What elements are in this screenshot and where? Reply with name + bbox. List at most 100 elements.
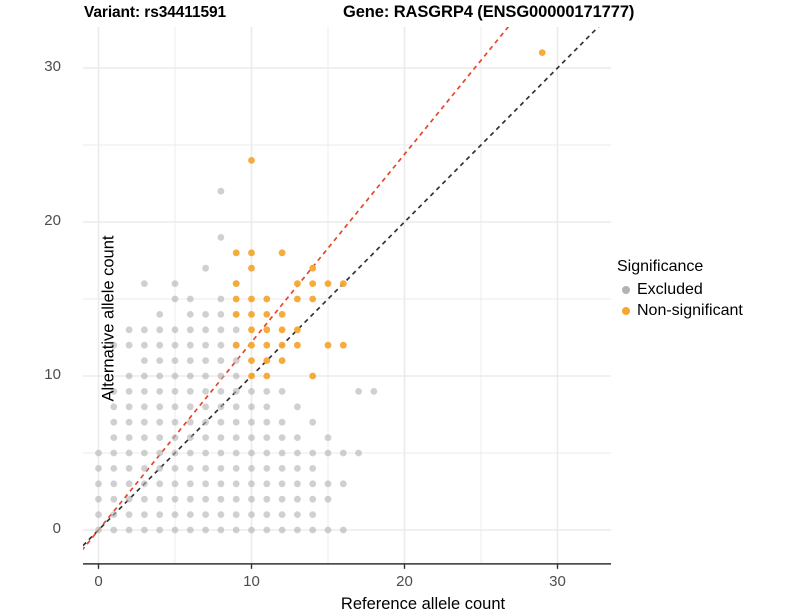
legend-item[interactable]: Non-significant — [617, 300, 797, 321]
data-points — [95, 49, 546, 534]
data-point — [171, 511, 179, 518]
data-point — [339, 526, 347, 534]
data-point — [125, 418, 133, 426]
data-point — [125, 526, 133, 534]
data-point — [202, 357, 209, 364]
data-point — [156, 372, 164, 380]
data-point — [156, 357, 164, 364]
data-point — [248, 480, 255, 488]
data-point — [217, 311, 225, 318]
series-excluded — [95, 187, 378, 534]
data-point — [248, 434, 255, 441]
data-point — [232, 480, 240, 488]
data-point — [156, 311, 164, 318]
data-point — [278, 495, 286, 503]
data-point — [156, 449, 164, 457]
data-point — [232, 372, 240, 380]
data-point — [125, 511, 133, 518]
data-point — [309, 418, 317, 426]
data-point — [171, 326, 179, 334]
data-point — [171, 495, 179, 503]
data-point — [217, 511, 225, 518]
data-point — [110, 465, 118, 472]
axis-ticks — [97, 563, 559, 569]
data-point — [186, 311, 194, 318]
data-point — [339, 280, 347, 287]
data-point — [125, 372, 133, 380]
data-point — [125, 434, 133, 441]
data-point — [186, 357, 194, 364]
data-point — [309, 372, 317, 380]
data-point — [141, 495, 148, 503]
x-axis-title: Reference allele count — [340, 595, 506, 613]
data-point — [309, 480, 317, 488]
data-point — [186, 465, 194, 472]
legend-item[interactable]: Excluded — [617, 279, 797, 300]
data-point — [294, 480, 301, 488]
data-point — [171, 465, 179, 472]
data-point — [171, 295, 179, 303]
data-point — [217, 418, 225, 426]
data-point — [202, 495, 209, 503]
data-point — [278, 449, 286, 457]
data-point — [202, 434, 209, 441]
data-point — [217, 495, 225, 503]
data-point — [125, 388, 133, 395]
data-point — [232, 280, 240, 287]
data-point — [141, 357, 148, 364]
data-point — [217, 449, 225, 457]
data-point — [294, 403, 301, 411]
gene-title: Gene: RASGRP4 (ENSG00000171777) — [343, 3, 635, 21]
data-point — [186, 372, 194, 380]
data-point — [110, 403, 118, 411]
data-point — [95, 526, 102, 534]
data-point — [217, 465, 225, 472]
data-point — [171, 372, 179, 380]
data-point — [141, 480, 148, 488]
data-point — [141, 449, 148, 457]
data-point — [171, 526, 179, 534]
data-point — [95, 465, 102, 472]
data-point — [110, 434, 118, 441]
data-point — [278, 311, 286, 318]
data-point — [202, 403, 209, 411]
data-point — [202, 526, 209, 534]
data-point — [141, 326, 148, 334]
data-point — [309, 495, 317, 503]
x-tick-label: 10 — [243, 572, 260, 590]
data-point — [156, 326, 164, 334]
data-point — [156, 480, 164, 488]
reference-lines — [83, 27, 600, 551]
data-point — [171, 449, 179, 457]
data-point — [355, 449, 362, 457]
data-point — [324, 449, 332, 457]
data-point — [324, 526, 332, 534]
data-point — [248, 372, 255, 380]
data-point — [232, 311, 240, 318]
data-point — [232, 418, 240, 426]
data-point — [125, 403, 133, 411]
data-point — [156, 495, 164, 503]
data-point — [232, 511, 240, 518]
data-point — [141, 372, 148, 380]
data-point — [156, 341, 164, 349]
excluded-dot — [617, 281, 634, 298]
data-point — [232, 403, 240, 411]
data-point — [263, 418, 271, 426]
data-point — [186, 449, 194, 457]
data-point — [217, 187, 225, 195]
data-point — [324, 280, 332, 287]
data-point — [248, 295, 255, 303]
data-point — [110, 341, 118, 349]
data-point — [248, 311, 255, 318]
data-point — [263, 388, 271, 395]
data-point — [263, 403, 271, 411]
data-point — [370, 388, 378, 395]
identity-line — [83, 27, 600, 547]
data-point — [110, 495, 118, 503]
data-point — [156, 434, 164, 441]
data-point — [217, 295, 225, 303]
data-point — [263, 495, 271, 503]
plot-panel: 0 10 20 30 0 10 20 30 Reference allele count Al… — [44, 27, 612, 613]
data-point — [294, 434, 301, 441]
